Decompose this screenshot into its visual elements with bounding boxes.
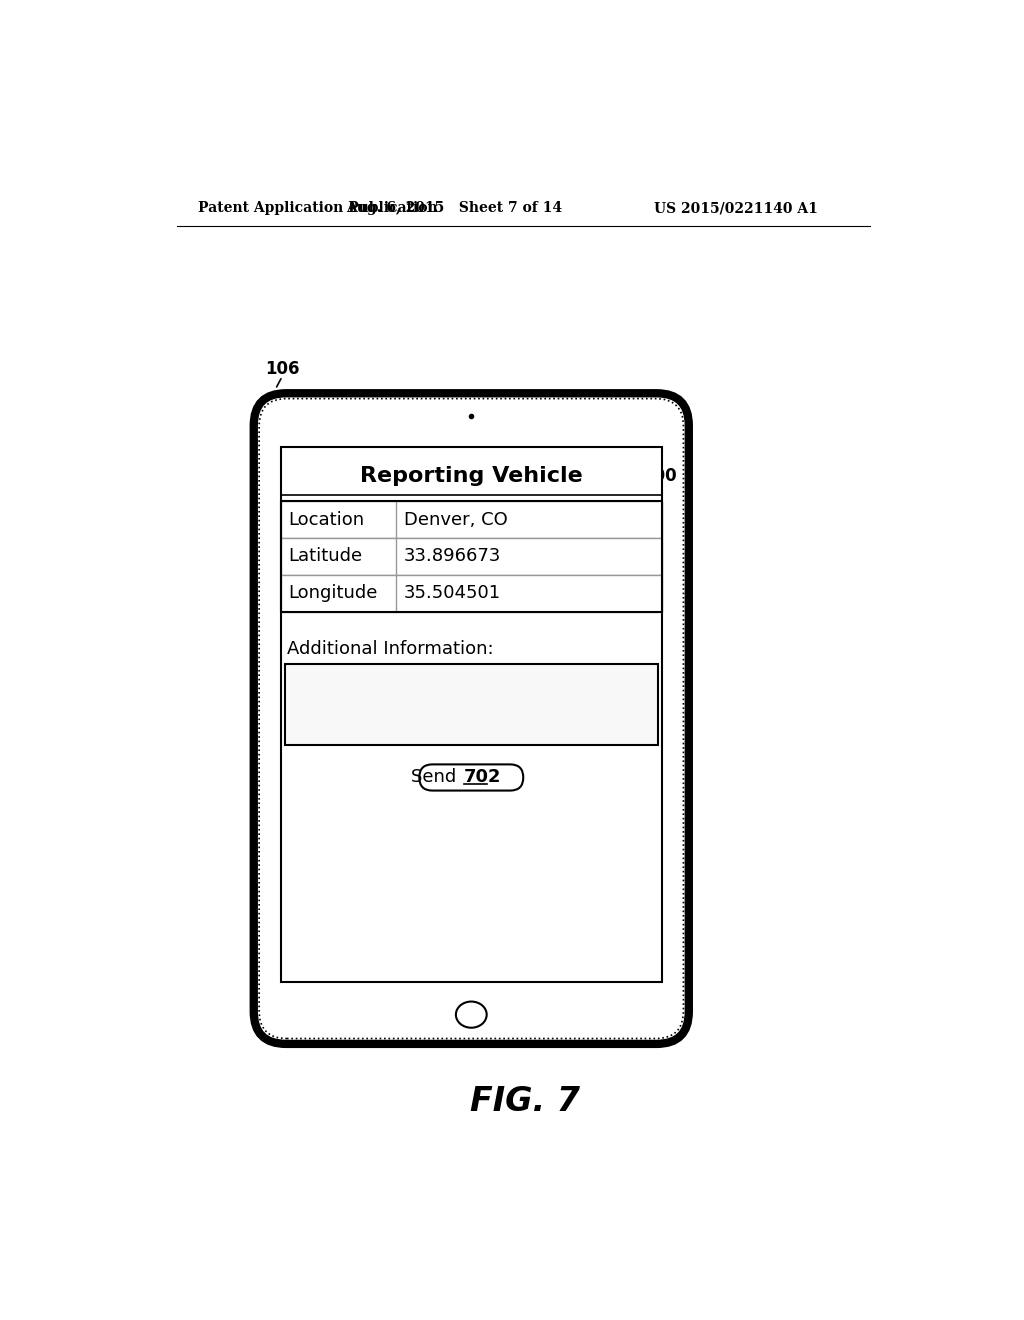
Text: Longitude: Longitude bbox=[289, 585, 378, 602]
Text: Latitude: Latitude bbox=[289, 548, 362, 565]
Text: 700: 700 bbox=[643, 467, 677, 486]
Text: US 2015/0221140 A1: US 2015/0221140 A1 bbox=[654, 202, 818, 215]
Bar bbox=[281, 502, 662, 612]
Text: FIG. 7: FIG. 7 bbox=[470, 1085, 580, 1118]
Text: Reporting Vehicle: Reporting Vehicle bbox=[359, 466, 583, 486]
FancyBboxPatch shape bbox=[254, 393, 689, 1044]
Text: 33.896673: 33.896673 bbox=[403, 548, 502, 565]
Ellipse shape bbox=[456, 1002, 486, 1028]
Bar bbox=[281, 447, 662, 982]
FancyBboxPatch shape bbox=[419, 764, 523, 791]
Text: Send: Send bbox=[411, 768, 462, 787]
Text: Location: Location bbox=[289, 511, 365, 528]
Text: Patent Application Publication: Patent Application Publication bbox=[199, 202, 438, 215]
Bar bbox=[281, 576, 662, 612]
Bar bbox=[285, 664, 658, 744]
Text: 702: 702 bbox=[464, 768, 501, 787]
Text: Denver, CO: Denver, CO bbox=[403, 511, 508, 528]
Text: Additional Information:: Additional Information: bbox=[287, 640, 494, 657]
Text: 106: 106 bbox=[265, 359, 300, 378]
Bar bbox=[281, 502, 662, 539]
Text: 35.504501: 35.504501 bbox=[403, 585, 501, 602]
Bar bbox=[281, 539, 662, 576]
Text: Aug. 6, 2015   Sheet 7 of 14: Aug. 6, 2015 Sheet 7 of 14 bbox=[346, 202, 562, 215]
